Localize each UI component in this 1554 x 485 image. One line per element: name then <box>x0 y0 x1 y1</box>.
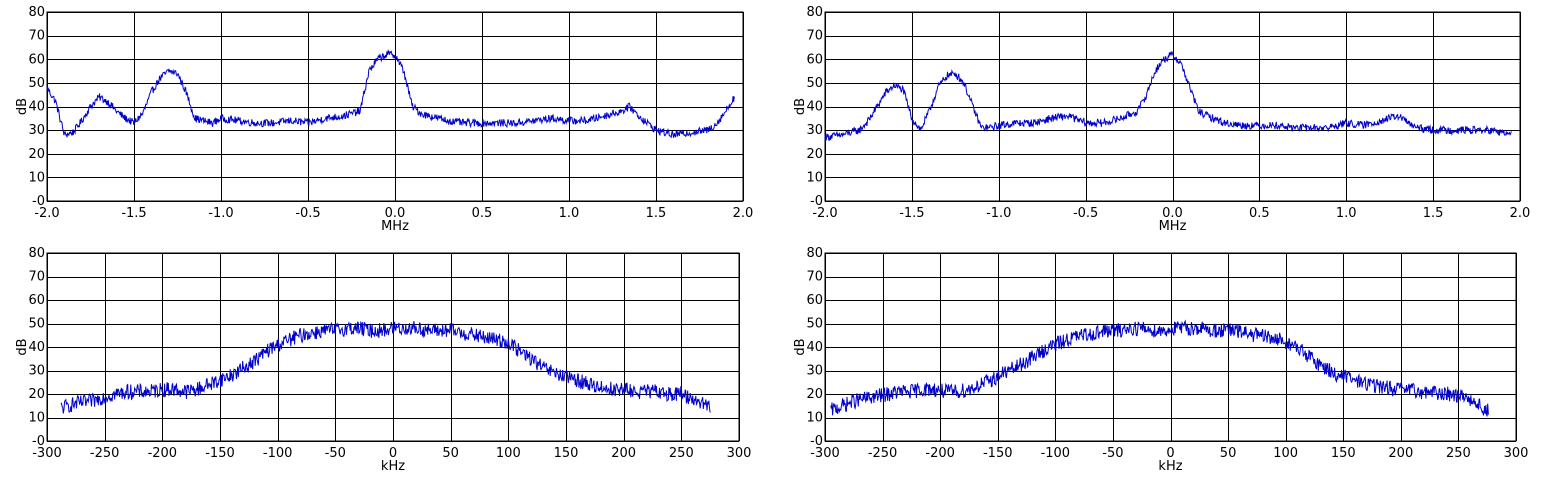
y-tick-label: 70 <box>806 270 823 285</box>
y-tick-label: -0 <box>810 194 823 209</box>
y-axis-label: dB <box>15 338 30 355</box>
x-tick-label: 0.0 <box>385 206 406 221</box>
spectrum-trace <box>830 319 1489 417</box>
y-tick-label: 40 <box>28 100 45 115</box>
x-tick-label: 0 <box>1166 446 1174 461</box>
x-tick-label: -2.0 <box>812 206 837 221</box>
x-tick-label: -300 <box>32 446 62 461</box>
x-tick-label: -1.0 <box>208 206 233 221</box>
x-tick-label: -150 <box>983 446 1013 461</box>
x-tick-label: -100 <box>1041 446 1071 461</box>
y-tick-label: 80 <box>806 5 823 20</box>
x-tick-label: 150 <box>554 446 579 461</box>
x-axis-label: MHz <box>381 219 409 234</box>
y-tick-label: 30 <box>806 123 823 138</box>
x-tick-label: 50 <box>442 446 459 461</box>
x-tick-label: -0.5 <box>295 206 320 221</box>
x-tick-label: 250 <box>1446 446 1471 461</box>
x-tick-label: -100 <box>263 446 293 461</box>
x-tick-label: 1.0 <box>1336 206 1357 221</box>
x-tick-label: 2.0 <box>1510 206 1531 221</box>
x-tick-label: -50 <box>1102 446 1123 461</box>
spectrum-trace <box>46 48 735 139</box>
y-tick-label: 20 <box>806 147 823 162</box>
y-axis-label: dB <box>793 98 808 115</box>
x-tick-label: 300 <box>727 446 752 461</box>
y-tick-label: 10 <box>28 170 45 185</box>
x-axis-label: MHz <box>1159 219 1187 234</box>
x-tick-label: 0.5 <box>1249 206 1270 221</box>
y-tick-label: 60 <box>28 52 45 67</box>
x-tick-label: -150 <box>205 446 235 461</box>
x-tick-label: 100 <box>496 446 521 461</box>
y-tick-label: 40 <box>28 340 45 355</box>
y-tick-label: 20 <box>806 387 823 402</box>
y-tick-label: 30 <box>28 123 45 138</box>
y-tick-label: 70 <box>28 270 45 285</box>
y-tick-label: 10 <box>28 411 45 426</box>
x-tick-label: -200 <box>925 446 955 461</box>
x-tick-label: -250 <box>90 446 120 461</box>
x-axis-label: kHz <box>381 459 405 474</box>
x-tick-label: -1.0 <box>986 206 1011 221</box>
y-tick-label: -0 <box>32 194 45 209</box>
x-tick-label: -0.5 <box>1073 206 1098 221</box>
x-tick-label: -200 <box>148 446 178 461</box>
x-tick-label: 0.0 <box>1162 206 1183 221</box>
spectrum-trace <box>824 51 1512 143</box>
x-tick-label: -50 <box>325 446 346 461</box>
y-tick-label: -0 <box>32 434 45 449</box>
y-tick-label: 30 <box>806 364 823 379</box>
y-tick-label: 80 <box>806 246 823 261</box>
x-tick-label: -300 <box>810 446 840 461</box>
y-tick-label: 10 <box>806 170 823 185</box>
y-tick-label: 30 <box>28 364 45 379</box>
x-tick-label: 200 <box>1388 446 1413 461</box>
x-tick-label: -2.0 <box>34 206 59 221</box>
y-tick-label: 70 <box>28 29 45 44</box>
x-tick-label: 200 <box>611 446 636 461</box>
spectrum-trace <box>60 320 711 414</box>
x-tick-label: 300 <box>1504 446 1529 461</box>
x-tick-label: -1.5 <box>899 206 924 221</box>
y-tick-label: 50 <box>28 317 45 332</box>
x-tick-label: 100 <box>1273 446 1298 461</box>
x-tick-label: 1.5 <box>1423 206 1444 221</box>
y-tick-label: -0 <box>810 434 823 449</box>
x-axis-label: kHz <box>1158 459 1182 474</box>
x-tick-label: 150 <box>1331 446 1356 461</box>
y-axis-label: dB <box>15 98 30 115</box>
x-tick-label: -250 <box>868 446 898 461</box>
x-tick-label: 1.0 <box>559 206 580 221</box>
x-tick-label: 2.0 <box>733 206 754 221</box>
y-tick-label: 50 <box>806 317 823 332</box>
y-tick-label: 80 <box>28 246 45 261</box>
chart-1: -2.0 -1.5 -1.0 -0.5 0.0 0.5 1.0 1.5 2.0 -0 10 20 30 4… <box>15 5 753 234</box>
chart-3: -300 -250 -200 -150 -100 -50 0 50 100 150 200 250 30… <box>15 246 751 474</box>
chart-4: -300 -250 -200 -150 -100 -50 0 50 100 150 200 250 30… <box>793 246 1528 474</box>
x-tick-label: 0.5 <box>472 206 493 221</box>
x-tick-label: 250 <box>669 446 694 461</box>
y-tick-label: 20 <box>28 147 45 162</box>
x-tick-label: 0 <box>389 446 397 461</box>
y-tick-label: 40 <box>806 340 823 355</box>
y-tick-label: 70 <box>806 29 823 44</box>
x-tick-label: 50 <box>1220 446 1237 461</box>
y-tick-label: 80 <box>28 5 45 20</box>
y-tick-label: 60 <box>806 52 823 67</box>
x-tick-label: 1.5 <box>646 206 667 221</box>
y-tick-label: 50 <box>806 76 823 91</box>
y-tick-label: 20 <box>28 387 45 402</box>
y-tick-label: 40 <box>806 100 823 115</box>
y-tick-label: 50 <box>28 76 45 91</box>
plot-area <box>824 11 1521 202</box>
x-tick-label: -1.5 <box>121 206 146 221</box>
chart-2: -2.0 -1.5 -1.0 -0.5 0.0 0.5 1.0 1.5 2.0 -0 10 20 30 4… <box>793 5 1530 234</box>
y-tick-label: 60 <box>28 293 45 308</box>
y-tick-label: 10 <box>806 411 823 426</box>
y-axis-label: dB <box>793 338 808 355</box>
y-tick-label: 60 <box>806 293 823 308</box>
